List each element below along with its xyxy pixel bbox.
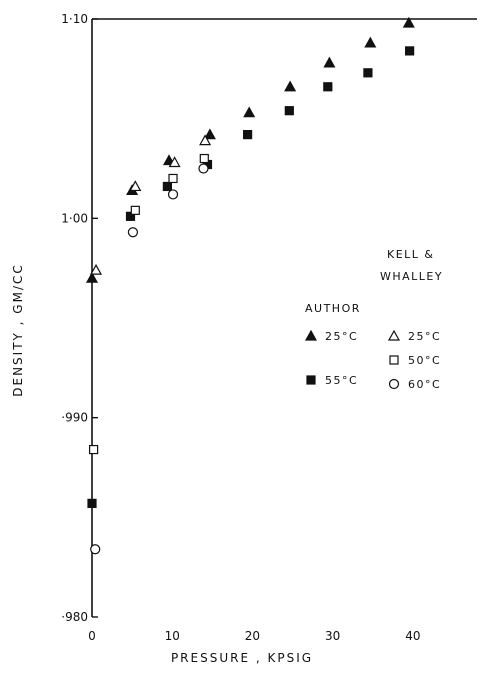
x-tick-label: 30 bbox=[325, 629, 340, 643]
data-point bbox=[127, 227, 139, 238]
data-point bbox=[323, 56, 336, 68]
legend-series-label: 25°C bbox=[408, 330, 441, 343]
x-ticks: 0 10 20 30 40 bbox=[88, 629, 420, 643]
x-tick-label: 10 bbox=[165, 629, 180, 643]
data-point bbox=[129, 180, 142, 192]
legend-group-author: AUTHOR bbox=[305, 302, 361, 315]
y-tick-label: 1·00 bbox=[61, 211, 88, 225]
legend-series-label: 50°C bbox=[408, 354, 441, 367]
data-point bbox=[168, 173, 178, 184]
data-point bbox=[89, 444, 99, 455]
data-point bbox=[284, 106, 294, 116]
data-point bbox=[243, 130, 253, 140]
legend: KELL & WHALLEY AUTHOR 25°C 55°C 25°C 50°C 60… bbox=[304, 248, 443, 391]
data-point bbox=[130, 205, 140, 215]
data-point bbox=[198, 163, 209, 174]
data-point bbox=[199, 134, 212, 146]
data-point bbox=[90, 544, 101, 555]
x-axis-label: PRESSURE , KPSIG bbox=[171, 651, 313, 665]
y-tick-label: ·980 bbox=[61, 610, 88, 624]
data-point bbox=[167, 189, 179, 200]
legend-items: 25°C 55°C 25°C 50°C 60°C bbox=[304, 329, 441, 391]
legend-marker bbox=[304, 329, 318, 341]
legend-series-label: 55°C bbox=[325, 374, 358, 387]
y-tick-label: ·990 bbox=[61, 411, 88, 425]
data-point bbox=[199, 153, 209, 164]
data-point bbox=[323, 82, 333, 92]
legend-marker bbox=[306, 375, 316, 385]
y-tick-label: 1·10 bbox=[61, 12, 88, 26]
data-points bbox=[85, 16, 415, 555]
data-point bbox=[87, 498, 97, 508]
data-point bbox=[405, 46, 415, 56]
x-tick-label: 40 bbox=[405, 629, 420, 643]
data-point bbox=[284, 80, 297, 92]
data-point bbox=[402, 16, 415, 28]
y-ticks: ·980 ·990 1·00 1·10 bbox=[61, 12, 98, 624]
axes bbox=[91, 18, 477, 617]
legend-marker bbox=[389, 355, 399, 365]
x-tick-label: 0 bbox=[88, 629, 96, 643]
legend-group-kell-whalley-line1: KELL & bbox=[387, 248, 435, 261]
data-point bbox=[364, 36, 377, 48]
legend-marker bbox=[387, 329, 401, 341]
x-tick-label: 20 bbox=[245, 629, 260, 643]
data-point bbox=[85, 271, 99, 283]
legend-series-label: 25°C bbox=[325, 330, 358, 343]
data-point bbox=[363, 68, 373, 78]
y-axis-label: DENSITY , GM/CC bbox=[11, 263, 25, 397]
data-point bbox=[125, 211, 136, 221]
data-point bbox=[168, 156, 181, 168]
legend-marker bbox=[388, 378, 400, 390]
data-point bbox=[89, 263, 103, 275]
legend-group-kell-whalley-line2: WHALLEY bbox=[380, 270, 443, 283]
legend-series-label: 60°C bbox=[408, 378, 441, 391]
data-point bbox=[162, 181, 172, 192]
data-point bbox=[243, 106, 256, 118]
data-point bbox=[203, 128, 216, 140]
